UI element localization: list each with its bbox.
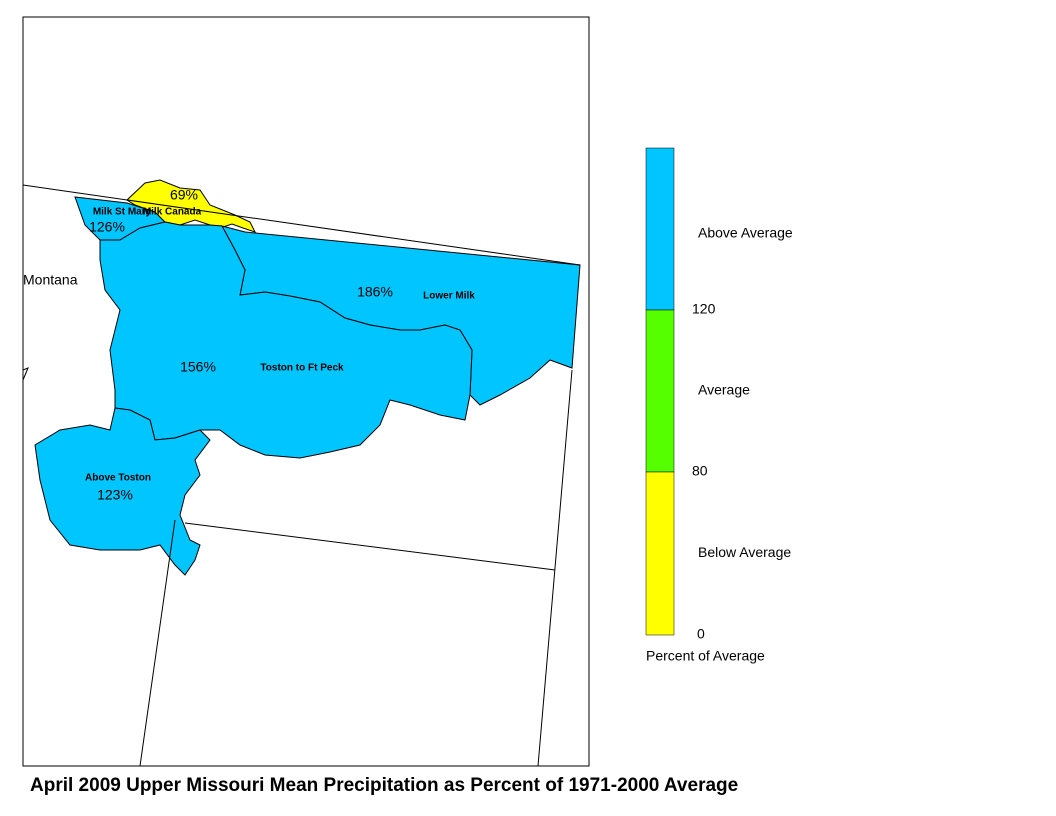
state-label: Montana (23, 272, 78, 288)
legend-break: 80 (692, 463, 708, 479)
legend-break: 120 (692, 301, 716, 317)
idaho-border (139, 519, 176, 767)
basin-percent: 156% (180, 359, 216, 375)
canada-border (22, 184, 581, 266)
legend: Above Average Average Below Average 120 80 0 P… (645, 147, 793, 664)
basin-percent: 123% (97, 487, 133, 503)
map-title: April 2009 Upper Missouri Mean Precipita… (30, 775, 738, 796)
legend-label: Average (698, 382, 750, 398)
basins (34, 179, 581, 576)
basin-percent: 186% (357, 284, 393, 300)
basin-name: Lower Milk (423, 291, 475, 302)
basin-name: Above Toston (85, 473, 151, 484)
state-borders (22, 184, 581, 767)
dakota-border (537, 369, 573, 767)
basin-percent: 69% (170, 187, 198, 203)
legend-break: 0 (697, 626, 705, 642)
legend-label: Below Average (698, 544, 791, 560)
legend-swatch (645, 471, 675, 636)
basin (34, 407, 211, 576)
legend-title: Percent of Average (646, 648, 765, 664)
basin-name: Milk St Mary (93, 207, 152, 218)
legend-label: Above Average (698, 225, 793, 241)
legend-swatch (645, 309, 675, 473)
basin-name: Milk Canada (143, 207, 202, 218)
idaho-edge (22, 367, 29, 381)
basin-name: Toston to Ft Peck (260, 363, 344, 374)
basin-percent: 126% (89, 219, 125, 235)
legend-swatch (645, 147, 675, 311)
wyoming-border (184, 522, 556, 571)
